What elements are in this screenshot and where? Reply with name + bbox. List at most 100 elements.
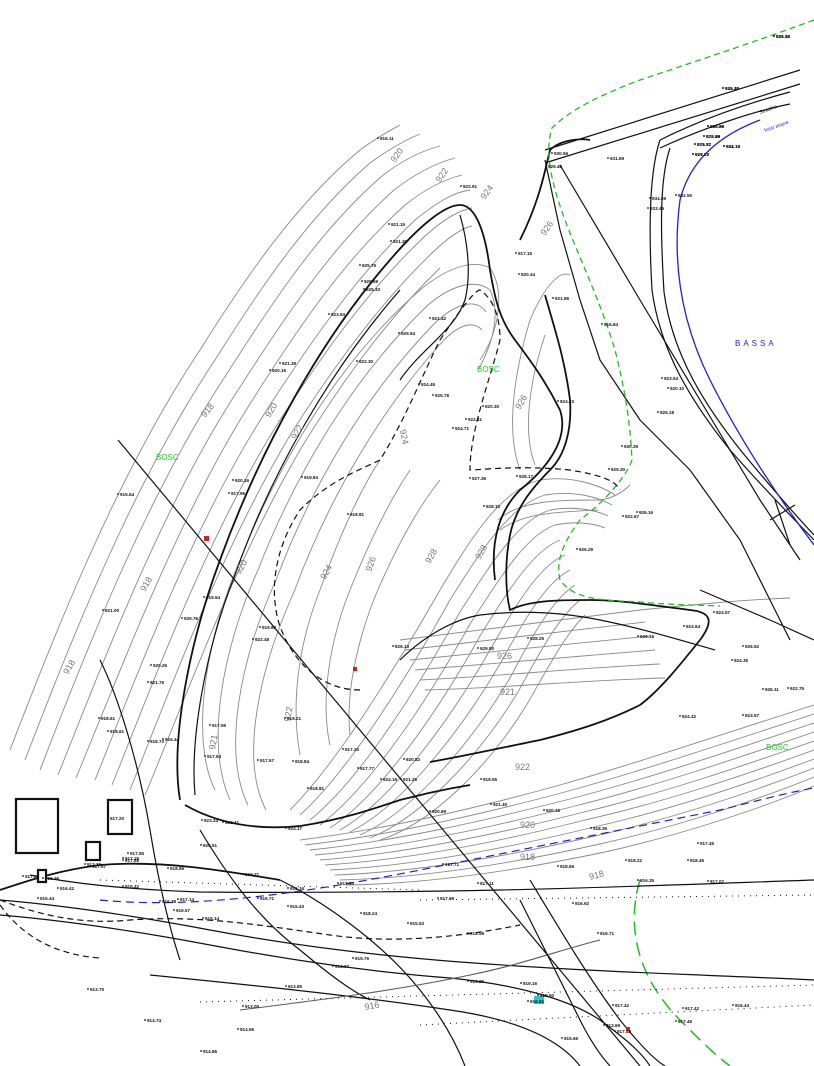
spot-elevation-label: 922.30	[359, 359, 373, 364]
spot-elevation-point	[787, 687, 789, 689]
valley-roads	[0, 659, 814, 1066]
spot-elevation-point	[482, 405, 484, 407]
spot-elevation-label: 922.48	[706, 134, 720, 139]
spot-elevation-point	[403, 758, 405, 760]
spot-elevation-label: 917.45	[700, 841, 714, 846]
spot-elevation-label: 913.85	[288, 984, 302, 989]
spot-elevation-point	[432, 394, 434, 396]
spot-elevation-label: 917.27	[695, 152, 709, 157]
spot-elevation-label: 923.63	[331, 312, 345, 317]
spot-elevation-point	[167, 867, 169, 869]
spot-elevation-point	[301, 476, 303, 478]
spot-elevation-label: 935.16	[776, 34, 790, 39]
spot-elevation-point	[285, 985, 287, 987]
spot-elevation-label: 917.02	[710, 879, 724, 884]
spot-elevation-point	[742, 714, 744, 716]
spot-elevation-point	[122, 859, 124, 861]
contour-label: 916	[364, 1000, 381, 1012]
spot-elevation-label: 924.23	[560, 399, 574, 404]
spot-elevation-point	[429, 810, 431, 812]
spot-elevation-point	[279, 362, 281, 364]
spot-elevation-point	[557, 400, 559, 402]
spot-elevation-label: 916.26	[470, 979, 484, 984]
spot-elevation-point	[284, 717, 286, 719]
spot-elevation-label: 920.10	[670, 386, 684, 391]
spot-elevation-point	[209, 724, 211, 726]
spot-elevation-point	[683, 625, 685, 627]
spot-elevation-point	[328, 313, 330, 315]
area-label-bosc-3: BOSC	[766, 743, 789, 752]
spot-elevation-point	[204, 755, 206, 757]
spot-elevation-point	[356, 360, 358, 362]
spot-elevation-point	[576, 548, 578, 550]
spot-elevation-label: 928.25	[530, 636, 544, 641]
spot-elevation-label: 924.71	[455, 426, 469, 431]
spot-elevation-point	[707, 880, 709, 882]
contour-label: 918	[520, 852, 535, 862]
spot-elevation-point	[703, 135, 705, 137]
spot-elevation-point	[307, 787, 309, 789]
spot-elevation-point	[144, 1019, 146, 1021]
spot-elevation-label: 918.73	[150, 739, 164, 744]
building-small-1	[84, 840, 102, 862]
spot-elevation-point	[352, 957, 354, 959]
spot-elevation-label: 923.57	[745, 713, 759, 718]
spot-elevation-label: 917.61	[25, 874, 39, 879]
spot-elevation-point	[601, 323, 603, 325]
contour-label: 921	[207, 734, 219, 751]
spot-elevation-label: 928.10	[486, 504, 500, 509]
spot-elevation-label: 926.11	[765, 687, 779, 692]
spot-elevation-point	[332, 965, 334, 967]
spot-elevation-point	[398, 332, 400, 334]
spot-elevation-point	[773, 35, 775, 37]
spot-elevation-label: 928.17	[519, 474, 533, 479]
spot-elevation-point	[122, 857, 124, 859]
spot-elevation-point	[490, 803, 492, 805]
spot-elevation-label: 916.44	[165, 737, 179, 742]
spot-elevation-label: 925.76	[184, 616, 198, 621]
spot-elevation-label: 915.54	[120, 492, 134, 497]
spot-elevation-label: 915.44	[40, 896, 54, 901]
spot-elevation-label: 917.25	[125, 856, 139, 861]
spot-elevation-label: 914.67	[335, 964, 349, 969]
spot-elevation-point	[687, 859, 689, 861]
spot-elevation-label: 924.42	[682, 714, 696, 719]
contour-label: 922	[433, 166, 450, 184]
spot-elevation-label: 917.46	[678, 1019, 692, 1024]
spot-elevation-point	[518, 273, 520, 275]
spot-elevation-label: 925.18	[660, 410, 674, 415]
spot-elevation-label: 930.29	[710, 124, 724, 129]
spot-elevation-point	[608, 468, 610, 470]
spot-elevation-label: 917.15	[518, 251, 532, 256]
spot-elevation-point	[201, 819, 203, 821]
spot-elevation-point	[551, 152, 553, 154]
contour-label: 928	[423, 547, 439, 565]
spot-elevation-point	[390, 240, 392, 242]
spot-elevation-point	[181, 617, 183, 619]
spot-elevation-label: 918.36	[593, 826, 607, 831]
spot-elevation-label: 923.24	[204, 818, 218, 823]
contour-label: 926	[363, 555, 378, 573]
spot-elevation-label: 929.69	[364, 279, 378, 284]
spot-elevation-label: 925.75	[362, 263, 376, 268]
contour-label: 920	[263, 401, 279, 419]
spot-elevation-point	[200, 1050, 202, 1052]
spot-elevation-label: 929.54	[401, 331, 415, 336]
contour-label: 928	[473, 543, 489, 561]
spot-elevation-point	[516, 475, 518, 477]
spot-elevation-label: 924.45	[421, 382, 435, 387]
spot-elevation-label: 921.98	[776, 34, 790, 39]
contour-label: 924	[398, 429, 410, 446]
spot-elevation-label: 914.86	[203, 1049, 217, 1054]
spot-elevation-point	[287, 905, 289, 907]
spot-elevation-point	[377, 137, 379, 139]
spot-elevation-label: 930.56	[554, 151, 568, 156]
spot-elevation-label: 930.35	[624, 444, 638, 449]
spot-elevation-point	[150, 664, 152, 666]
spot-elevation-point	[467, 980, 469, 982]
spot-elevation-point	[603, 1024, 605, 1026]
ridge-contours	[202, 264, 500, 811]
spot-elevation-point	[442, 863, 444, 865]
spot-elevation-label: 918.65	[560, 864, 574, 869]
spot-elevation-label: 921.75	[150, 680, 164, 685]
